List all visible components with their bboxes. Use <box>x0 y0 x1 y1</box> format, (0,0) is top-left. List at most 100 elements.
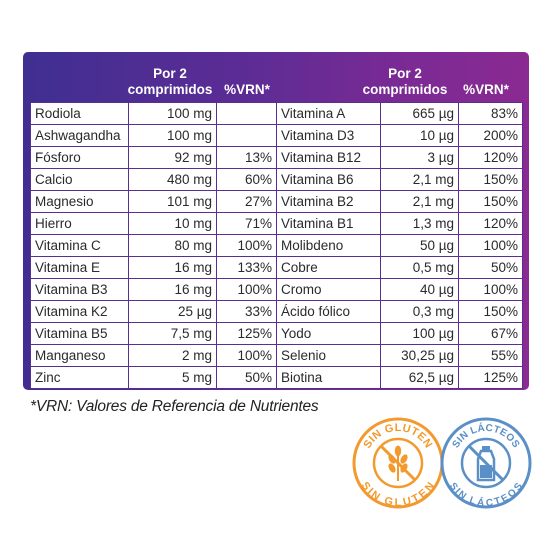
right-nutrient-name: Yodo <box>276 322 381 345</box>
left-nutrient-name: Magnesio <box>30 190 129 213</box>
lactose-free-seal-icon: SIN LÁCTEOS SIN LÁCTEOS <box>440 417 532 509</box>
gluten-free-badge: SIN GLUTEN SIN GLUTEN <box>352 417 444 509</box>
svg-text:SIN GLUTEN: SIN GLUTEN <box>359 480 438 509</box>
vrn-footnote: *VRN: Valores de Referencia de Nutriente… <box>30 398 319 415</box>
left-nutrient-quantity: 80 mg <box>128 234 217 257</box>
right-nutrient-quantity: 50 µg <box>380 234 459 257</box>
right-nutrient-quantity: 30,25 µg <box>380 344 459 367</box>
right-nutrient-quantity: 2,1 mg <box>380 190 459 213</box>
right-nutrient-vrn: 150% <box>458 300 523 323</box>
right-nutrient-vrn: 120% <box>458 146 523 169</box>
right-nutrient-vrn: 83% <box>458 102 523 125</box>
left-vrn-header-label: %VRN* <box>224 82 270 97</box>
right-nutrient-quantity: 100 µg <box>380 322 459 345</box>
table-row: Manganeso 2 mg 100% Selenio 30,25 µg 55% <box>30 344 523 367</box>
right-nutrient-vrn: 50% <box>458 256 523 279</box>
right-nutrient-name: Vitamina B12 <box>276 146 381 169</box>
left-nutrient-name: Vitamina C <box>30 234 129 257</box>
left-nutrient-vrn: 100% <box>216 278 277 301</box>
table-row: Vitamina B3 16 mg 100% Cromo 40 µg 100% <box>30 278 523 301</box>
left-nutrient-quantity: 100 mg <box>128 102 217 125</box>
left-nutrient-quantity: 7,5 mg <box>128 322 217 345</box>
left-nutrient-name: Ashwagandha <box>30 124 129 147</box>
right-nutrient-vrn: 67% <box>458 322 523 345</box>
right-nutrient-vrn: 150% <box>458 190 523 213</box>
left-nutrient-quantity: 10 mg <box>128 212 217 235</box>
left-nutrient-name: Rodiola <box>30 102 129 125</box>
right-nutrient-quantity: 62,5 µg <box>380 366 459 389</box>
right-nutrient-name: Vitamina B6 <box>276 168 381 191</box>
right-nutrient-quantity: 3 µg <box>380 146 459 169</box>
right-nutrient-name: Vitamina B1 <box>276 212 381 235</box>
table-row: Hierro 10 mg 71% Vitamina B1 1,3 mg 120% <box>30 212 523 235</box>
left-nutrient-quantity: 2 mg <box>128 344 217 367</box>
left-nutrient-quantity: 16 mg <box>128 278 217 301</box>
right-nutrient-name: Vitamina B2 <box>276 190 381 213</box>
left-nutrient-quantity: 5 mg <box>128 366 217 389</box>
right-nutrient-vrn: 150% <box>458 168 523 191</box>
right-nutrient-vrn: 120% <box>458 212 523 235</box>
right-nutrient-name: Biotina <box>276 366 381 389</box>
table-row: Vitamina C 80 mg 100% Molibdeno 50 µg 100% <box>30 234 523 257</box>
left-nutrient-vrn: 71% <box>216 212 277 235</box>
right-nutrient-vrn: 55% <box>458 344 523 367</box>
left-nutrient-vrn: 13% <box>216 146 277 169</box>
right-nutrient-name: Vitamina D3 <box>276 124 381 147</box>
right-nutrient-vrn: 100% <box>458 234 523 257</box>
left-nutrient-quantity: 101 mg <box>128 190 217 213</box>
left-nutrient-vrn: 60% <box>216 168 277 191</box>
right-nutrient-vrn: 100% <box>458 278 523 301</box>
right-quantity-header-line1: Por 2 <box>388 66 422 81</box>
right-nutrient-quantity: 1,3 mg <box>380 212 459 235</box>
left-nutrient-vrn: 50% <box>216 366 277 389</box>
left-nutrient-quantity: 16 mg <box>128 256 217 279</box>
left-nutrient-name: Vitamina B3 <box>30 278 129 301</box>
left-nutrient-vrn: 100% <box>216 234 277 257</box>
left-quantity-header: Por 2 comprimidos <box>120 66 220 98</box>
left-nutrient-quantity: 92 mg <box>128 146 217 169</box>
table-row: Vitamina E 16 mg 133% Cobre 0,5 mg 50% <box>30 256 523 279</box>
right-nutrient-name: Molibdeno <box>276 234 381 257</box>
left-nutrient-vrn: 27% <box>216 190 277 213</box>
left-nutrient-name: Vitamina B5 <box>30 322 129 345</box>
gluten-free-seal-icon: SIN GLUTEN SIN GLUTEN <box>352 417 444 509</box>
table-row: Magnesio 101 mg 27% Vitamina B2 2,1 mg 150% <box>30 190 523 213</box>
left-nutrient-name: Vitamina K2 <box>30 300 129 323</box>
left-nutrient-vrn: 100% <box>216 344 277 367</box>
table-row: Vitamina K2 25 µg 33% Ácido fólico 0,3 mg 150… <box>30 300 523 323</box>
gluten-badge-bottom-text: SIN GLUTEN <box>359 480 437 509</box>
left-nutrient-name: Vitamina E <box>30 256 129 279</box>
left-vrn-header: %VRN* <box>218 82 276 98</box>
left-nutrient-vrn: 133% <box>216 256 277 279</box>
right-nutrient-name: Vitamina A <box>276 102 381 125</box>
nutrition-table: Rodiola 100 mg Vitamina A 665 µg 83% Ashwagan… <box>30 102 523 389</box>
left-nutrient-quantity: 25 µg <box>128 300 217 323</box>
svg-text:SIN LÁCTEOS: SIN LÁCTEOS <box>447 481 525 509</box>
left-quantity-header-line1: Por 2 <box>153 66 187 81</box>
right-nutrient-name: Cromo <box>276 278 381 301</box>
left-nutrient-name: Calcio <box>30 168 129 191</box>
left-nutrient-vrn <box>216 102 277 125</box>
table-row: Fósforo 92 mg 13% Vitamina B12 3 µg 120% <box>30 146 523 169</box>
right-quantity-header: Por 2 comprimidos <box>355 66 455 98</box>
table-row: Ashwagandha 100 mg Vitamina D3 10 µg 200% <box>30 124 523 147</box>
left-nutrient-name: Zinc <box>30 366 129 389</box>
left-nutrient-quantity: 480 mg <box>128 168 217 191</box>
right-vrn-header: %VRN* <box>455 82 517 98</box>
left-nutrient-vrn <box>216 124 277 147</box>
right-nutrient-name: Ácido fólico <box>276 300 381 323</box>
left-nutrient-name: Manganeso <box>30 344 129 367</box>
table-row: Vitamina B5 7,5 mg 125% Yodo 100 µg 67% <box>30 322 523 345</box>
right-nutrient-quantity: 2,1 mg <box>380 168 459 191</box>
right-nutrient-quantity: 0,3 mg <box>380 300 459 323</box>
table-row: Zinc 5 mg 50% Biotina 62,5 µg 125% <box>30 366 523 389</box>
lactose-free-badge: SIN LÁCTEOS SIN LÁCTEOS <box>440 417 532 509</box>
right-nutrient-vrn: 125% <box>458 366 523 389</box>
right-nutrient-vrn: 200% <box>458 124 523 147</box>
left-nutrient-name: Fósforo <box>30 146 129 169</box>
right-quantity-header-line2: comprimidos <box>362 82 448 97</box>
right-nutrient-quantity: 0,5 mg <box>380 256 459 279</box>
right-nutrient-quantity: 665 µg <box>380 102 459 125</box>
left-nutrient-quantity: 100 mg <box>128 124 217 147</box>
milk-bottle-crossed-icon <box>476 446 496 482</box>
